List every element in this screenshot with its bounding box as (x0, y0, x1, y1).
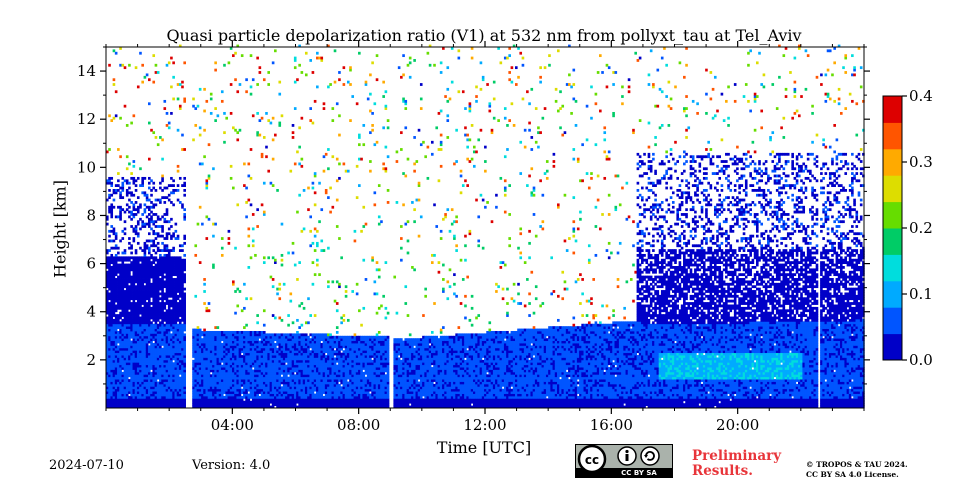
colorbar-tick-label: 0.1 (909, 285, 933, 303)
colorbar: 0.0 0.1 0.2 0.3 0.4 (882, 87, 933, 369)
y-tick-label: 2 (86, 351, 96, 369)
version-label: Version: 4.0 (192, 458, 271, 473)
colorbar-segment (883, 122, 902, 150)
copyright-note: © TROPOS & TAU 2024. CC BY SA 4.0 Licens… (806, 460, 936, 480)
x-tick-label: 16:00 (590, 416, 633, 434)
colorbar-segment (883, 254, 902, 282)
colorbar-tick-label: 0.3 (909, 153, 933, 171)
x-tick-label: 12:00 (463, 416, 506, 434)
y-tick-label: 14 (77, 62, 96, 80)
preliminary-results-note: Preliminary Results. (692, 448, 782, 479)
y-tick-label: 4 (86, 303, 96, 321)
colorbar-tick-label: 0.4 (909, 87, 933, 105)
measurement-date: 2024-07-10 (49, 458, 124, 473)
colorbar-segment (883, 307, 902, 335)
x-tick-label: 04:00 (211, 416, 254, 434)
x-axis-label: Time [UTC] (436, 438, 532, 457)
x-tick-label: 08:00 (337, 416, 380, 434)
y-tick-label: 6 (86, 255, 96, 273)
x-tick-label: 20:00 (716, 416, 759, 434)
colorbar-segment (883, 96, 902, 123)
colorbar-segment (883, 280, 902, 308)
chart-title: Quasi particle depolarization ratio (V1)… (166, 26, 802, 45)
colorbar-segment (883, 201, 902, 229)
y-tick-label: 8 (86, 206, 96, 224)
chart-axes: 04:00 08:00 12:00 16:00 20:00 2 4 6 8 10 12 14 (77, 41, 870, 434)
colorbar-tick-label: 0.2 (909, 219, 933, 237)
y-tick-label: 10 (77, 158, 96, 176)
y-tick-label: 12 (77, 110, 96, 128)
copyright-line-1: © TROPOS & TAU 2024. (806, 460, 908, 469)
colorbar-segment (883, 175, 902, 203)
depolarization-heatmap (106, 44, 865, 409)
colorbar-tick-label: 0.0 (909, 351, 933, 369)
y-axis-label: Height [km] (50, 180, 70, 278)
copyright-line-2: CC BY SA 4.0 License. (806, 470, 899, 479)
colorbar-segment (883, 228, 902, 255)
creative-commons-icon: cc CC BY SA (575, 444, 673, 478)
colorbar-segment (883, 333, 902, 361)
colorbar-segment (883, 148, 902, 176)
cc-badge-text: CC BY SA (621, 469, 657, 477)
